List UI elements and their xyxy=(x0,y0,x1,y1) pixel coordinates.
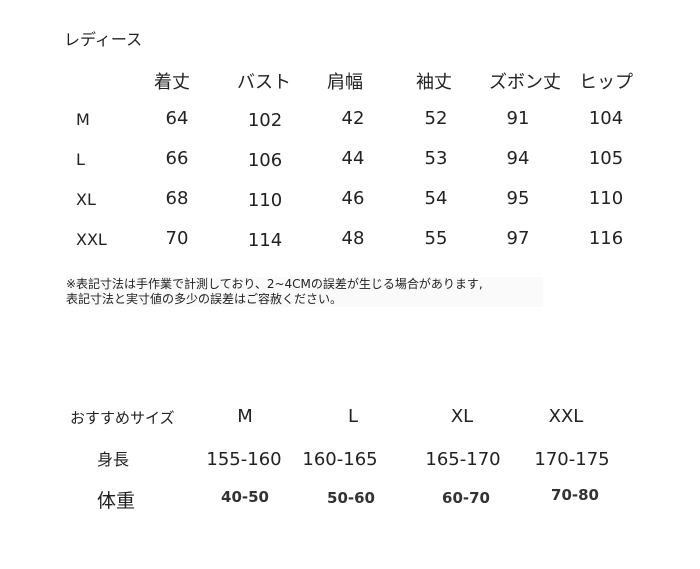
recommended-size-label: おすすめサイズ xyxy=(70,409,175,427)
size-value: 114 xyxy=(247,230,283,251)
header-shoulder: 肩幅 xyxy=(327,72,363,93)
size-label: XL xyxy=(76,190,96,209)
size-value: 97 xyxy=(506,228,530,249)
size-value: 106 xyxy=(247,150,283,171)
size-value: 55 xyxy=(424,228,448,249)
size-label: M xyxy=(76,110,90,129)
size-value: 52 xyxy=(424,108,448,129)
size-value: 94 xyxy=(506,148,530,169)
height-value: 160-165 xyxy=(302,449,378,470)
size-label: L xyxy=(76,150,85,169)
header-hip: ヒップ xyxy=(579,72,633,93)
weight-value: 70-80 xyxy=(551,486,599,504)
size-value: 95 xyxy=(506,188,530,209)
height-value: 155-160 xyxy=(206,449,282,470)
size-chart-title: レディース xyxy=(64,30,143,49)
size-value: 64 xyxy=(165,108,189,129)
size-value: 66 xyxy=(165,148,189,169)
weight-value: 60-70 xyxy=(442,489,490,507)
size-value: 110 xyxy=(247,190,283,211)
rec-size-xl: XL xyxy=(450,406,474,427)
size-value: 70 xyxy=(165,228,189,249)
height-label: 身長 xyxy=(97,450,130,469)
size-value: 44 xyxy=(341,148,365,169)
height-value: 170-175 xyxy=(534,449,610,470)
size-value: 42 xyxy=(341,108,365,129)
size-value: 110 xyxy=(588,188,624,209)
size-label: XXL xyxy=(76,230,107,249)
header-bust: バスト xyxy=(237,72,291,93)
size-value: 46 xyxy=(341,188,365,209)
weight-value: 50-60 xyxy=(327,489,375,507)
size-value: 68 xyxy=(165,188,189,209)
size-value: 102 xyxy=(247,110,283,131)
size-value: 104 xyxy=(588,108,624,129)
note-line-2: 表記寸法と実寸値の多少の誤差はご容赦ください。 xyxy=(66,292,343,306)
size-value: 105 xyxy=(588,148,624,169)
height-value: 165-170 xyxy=(425,449,501,470)
header-sleeve: 袖丈 xyxy=(416,72,452,93)
size-value: 116 xyxy=(588,228,624,249)
measurement-note: ※表記寸法は手作業で計測しており、2~4CMの誤差が生じる場合があります, 表記… xyxy=(66,277,543,307)
size-value: 54 xyxy=(424,188,448,209)
rec-size-xxl: XXL xyxy=(548,406,584,427)
weight-label: 体重 xyxy=(97,490,136,512)
note-line-1: ※表記寸法は手作業で計測しており、2~4CMの誤差が生じる場合があります, xyxy=(66,277,483,291)
size-value: 53 xyxy=(424,148,448,169)
header-length: 着丈 xyxy=(154,72,190,93)
rec-size-l: L xyxy=(347,406,359,427)
rec-size-m: M xyxy=(237,406,253,427)
size-value: 91 xyxy=(506,108,530,129)
weight-value: 40-50 xyxy=(221,488,269,506)
header-pants-length: ズボン丈 xyxy=(489,72,561,93)
size-value: 48 xyxy=(341,228,365,249)
